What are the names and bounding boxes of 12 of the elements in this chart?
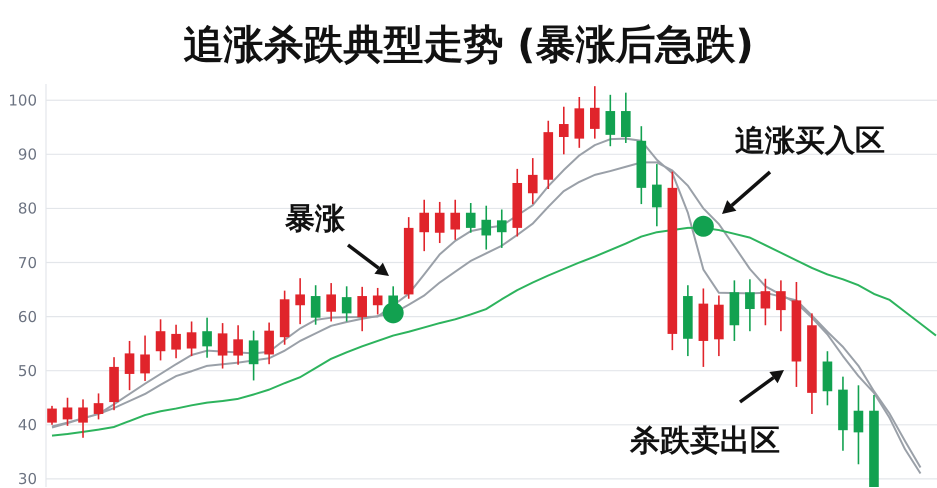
y-tick-label: 40 bbox=[18, 416, 37, 434]
y-tick-label: 50 bbox=[18, 362, 37, 380]
chart-title: 追涨杀跌典型走势 (暴涨后急跌) bbox=[183, 22, 754, 68]
annotation: 追涨买入区 bbox=[735, 124, 885, 158]
y-tick-label: 60 bbox=[18, 308, 37, 326]
y-tick-label: 80 bbox=[18, 200, 37, 218]
y-tick-label: 30 bbox=[18, 470, 37, 488]
y-tick-label: 100 bbox=[8, 91, 37, 110]
y-tick-label: 90 bbox=[18, 146, 37, 164]
y-tick-label: 70 bbox=[18, 254, 37, 272]
annotation: 杀跌卖出区 bbox=[629, 424, 780, 458]
annotation: 暴涨 bbox=[284, 202, 346, 236]
